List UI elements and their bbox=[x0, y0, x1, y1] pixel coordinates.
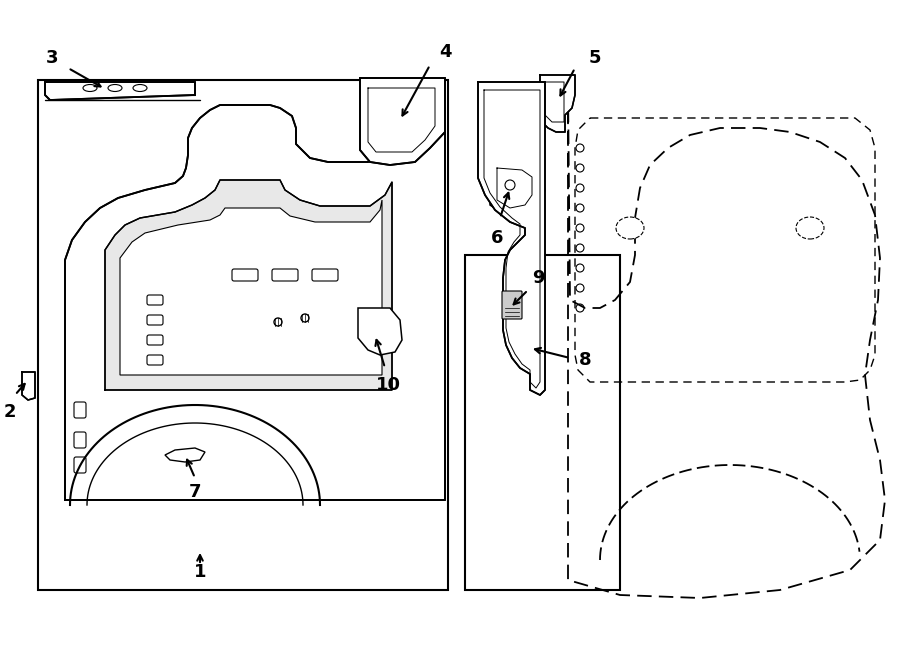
Text: 9: 9 bbox=[532, 269, 544, 287]
Text: 2: 2 bbox=[4, 403, 16, 421]
FancyBboxPatch shape bbox=[232, 269, 258, 281]
FancyBboxPatch shape bbox=[505, 155, 519, 175]
FancyBboxPatch shape bbox=[312, 269, 338, 281]
Polygon shape bbox=[478, 82, 545, 395]
Polygon shape bbox=[490, 160, 545, 215]
Ellipse shape bbox=[83, 85, 97, 91]
Polygon shape bbox=[45, 82, 195, 100]
Polygon shape bbox=[358, 308, 402, 355]
Polygon shape bbox=[360, 78, 445, 165]
Ellipse shape bbox=[133, 85, 147, 91]
Bar bbox=[465, 255, 620, 590]
FancyBboxPatch shape bbox=[505, 120, 519, 140]
FancyBboxPatch shape bbox=[502, 291, 522, 319]
FancyBboxPatch shape bbox=[505, 190, 519, 210]
Polygon shape bbox=[65, 97, 445, 500]
Ellipse shape bbox=[796, 217, 824, 239]
FancyBboxPatch shape bbox=[147, 315, 163, 325]
Polygon shape bbox=[165, 448, 205, 462]
Text: 5: 5 bbox=[589, 49, 601, 67]
FancyBboxPatch shape bbox=[74, 432, 86, 448]
Text: 3: 3 bbox=[46, 49, 58, 67]
Ellipse shape bbox=[616, 217, 644, 239]
Text: 8: 8 bbox=[579, 351, 591, 369]
Polygon shape bbox=[105, 180, 392, 390]
Text: 6: 6 bbox=[491, 229, 503, 247]
FancyBboxPatch shape bbox=[272, 269, 298, 281]
FancyBboxPatch shape bbox=[147, 295, 163, 305]
FancyBboxPatch shape bbox=[74, 457, 86, 473]
Text: 1: 1 bbox=[194, 563, 206, 581]
Bar bbox=[38, 80, 448, 590]
Polygon shape bbox=[120, 200, 382, 375]
FancyBboxPatch shape bbox=[147, 335, 163, 345]
Polygon shape bbox=[22, 372, 35, 400]
Text: 4: 4 bbox=[439, 43, 451, 61]
Text: 7: 7 bbox=[189, 483, 202, 501]
FancyBboxPatch shape bbox=[74, 402, 86, 418]
FancyBboxPatch shape bbox=[147, 355, 163, 365]
Text: 10: 10 bbox=[375, 376, 401, 394]
Polygon shape bbox=[540, 75, 575, 132]
FancyBboxPatch shape bbox=[369, 324, 387, 336]
Ellipse shape bbox=[108, 85, 122, 91]
